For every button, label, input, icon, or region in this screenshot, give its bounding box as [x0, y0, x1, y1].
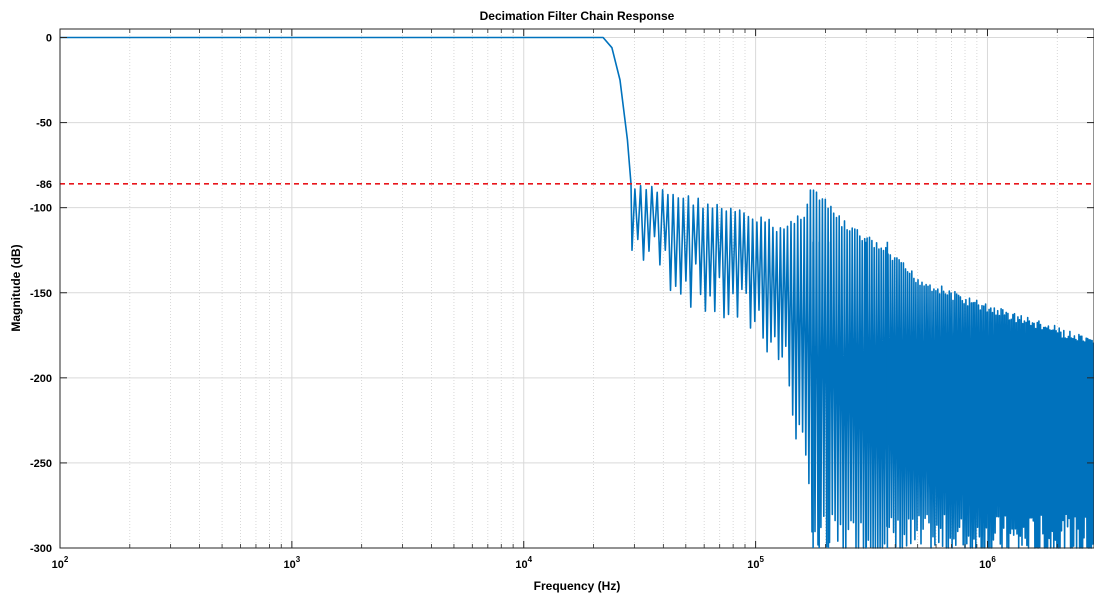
x-tick-exponent: 2 — [64, 555, 69, 564]
y-tick-label: -100 — [30, 203, 52, 215]
x-tick-base: 10 — [979, 559, 991, 571]
x-tick-labels: 102 103 104 105 106 — [52, 555, 997, 571]
plot-frame — [59, 28, 1094, 549]
x-tick-base: 10 — [284, 559, 296, 571]
x-axis-label: Frequency (Hz) — [534, 579, 621, 593]
x-tick-exponent: 3 — [296, 555, 301, 564]
y-tick-label: -150 — [30, 288, 52, 300]
reference-line-label: -86 — [36, 179, 52, 191]
y-tick-labels: 0 -50 -100 -150 -200 -250 -300 — [30, 33, 52, 555]
x-tick-base: 10 — [52, 559, 64, 571]
x-tick-label: 102 — [52, 555, 69, 571]
x-tick-label: 105 — [747, 555, 764, 571]
x-tick-label: 104 — [515, 555, 532, 571]
x-tick-exponent: 5 — [760, 555, 765, 564]
x-tick-exponent: 4 — [528, 555, 533, 564]
x-tick-label: 106 — [979, 555, 996, 571]
y-tick-label: -250 — [30, 458, 52, 470]
x-tick-base: 10 — [515, 559, 527, 571]
y-axis-label: Magnitude (dB) — [9, 244, 23, 331]
x-tick-label: 103 — [284, 555, 301, 571]
y-tick-label: -300 — [30, 543, 52, 555]
y-tick-label: -200 — [30, 373, 52, 385]
chart-title: Decimation Filter Chain Response — [480, 9, 675, 23]
y-tick-label: 0 — [46, 33, 52, 45]
x-tick-base: 10 — [747, 559, 759, 571]
y-tick-label: -50 — [36, 118, 52, 130]
x-tick-exponent: 6 — [991, 555, 996, 564]
